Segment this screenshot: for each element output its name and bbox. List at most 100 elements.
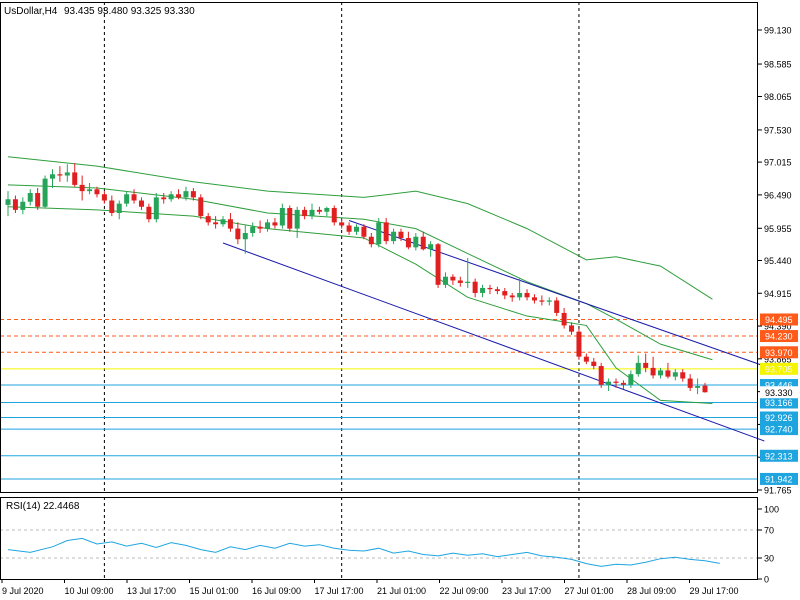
candle[interactable] — [235, 222, 241, 245]
candle[interactable] — [569, 322, 575, 335]
level-price-tag[interactable]: 92.926 — [760, 411, 798, 424]
candle[interactable] — [650, 356, 656, 379]
candle[interactable] — [606, 378, 612, 392]
candle[interactable] — [391, 228, 397, 245]
rsi-plot-area[interactable] — [0, 497, 758, 579]
candle[interactable] — [554, 297, 560, 317]
candle[interactable] — [398, 228, 404, 242]
level-price-tag[interactable]: 92.313 — [760, 449, 798, 462]
candle[interactable] — [465, 257, 471, 288]
candle[interactable] — [368, 232, 374, 248]
candle[interactable] — [531, 294, 537, 304]
level-price-tag[interactable]: 93.705 — [760, 362, 798, 375]
candle[interactable] — [64, 164, 70, 182]
candle[interactable] — [331, 205, 337, 226]
candle[interactable] — [361, 224, 367, 240]
candle[interactable] — [87, 183, 93, 195]
candle[interactable] — [94, 186, 100, 198]
channel-lower-line[interactable] — [222, 242, 765, 442]
candle[interactable] — [101, 191, 107, 204]
candle[interactable] — [220, 216, 226, 227]
candle[interactable] — [131, 189, 137, 204]
candle[interactable] — [198, 194, 204, 220]
level-price-tag[interactable]: 92.740 — [760, 423, 798, 436]
candle[interactable] — [12, 195, 18, 214]
candle[interactable] — [376, 217, 382, 248]
candle[interactable] — [450, 274, 456, 285]
candle[interactable] — [72, 163, 78, 187]
candle[interactable] — [413, 232, 419, 251]
candle[interactable] — [502, 287, 508, 300]
level-price-tag[interactable]: 93.970 — [760, 346, 798, 359]
candle[interactable] — [420, 231, 426, 251]
candle[interactable] — [672, 369, 678, 381]
candle[interactable] — [658, 367, 664, 379]
candle[interactable] — [205, 213, 211, 226]
candle[interactable] — [643, 353, 649, 373]
candle[interactable] — [27, 189, 33, 206]
level-price-tag[interactable]: 94.495 — [760, 313, 798, 326]
candle[interactable] — [324, 206, 330, 217]
candle[interactable] — [49, 169, 55, 189]
candle[interactable] — [5, 191, 11, 217]
candle[interactable] — [279, 203, 285, 229]
candle[interactable] — [339, 219, 345, 229]
candle[interactable] — [153, 193, 159, 223]
candle[interactable] — [346, 222, 352, 235]
candle[interactable] — [109, 195, 115, 217]
candle[interactable] — [42, 175, 48, 209]
level-price-tag[interactable]: 93.166 — [760, 396, 798, 409]
candle[interactable] — [442, 272, 448, 288]
level-price-tag[interactable]: 91.942 — [760, 472, 798, 485]
candle[interactable] — [354, 224, 359, 235]
candle[interactable] — [457, 276, 463, 287]
candle[interactable] — [161, 193, 167, 204]
candle[interactable] — [628, 370, 634, 388]
candle[interactable] — [620, 380, 626, 390]
level-price-tag[interactable]: 94.230 — [760, 330, 798, 343]
candle[interactable] — [591, 357, 597, 370]
candle[interactable] — [124, 191, 130, 207]
rsi-line[interactable] — [7, 537, 720, 567]
candle[interactable] — [428, 241, 434, 257]
candle[interactable] — [509, 292, 515, 302]
candle[interactable] — [176, 189, 182, 200]
candle[interactable] — [695, 378, 701, 395]
candle[interactable] — [168, 191, 174, 202]
candle[interactable] — [561, 307, 567, 329]
candle[interactable] — [227, 213, 233, 232]
main-plot-area[interactable] — [0, 2, 765, 492]
candle[interactable] — [287, 205, 293, 232]
candle[interactable] — [472, 278, 478, 298]
candle[interactable] — [665, 362, 671, 379]
candle[interactable] — [190, 188, 196, 201]
candle[interactable] — [494, 286, 500, 295]
candle[interactable] — [309, 203, 315, 220]
candle[interactable] — [35, 188, 41, 210]
candle[interactable] — [613, 378, 619, 388]
candle[interactable] — [57, 166, 63, 182]
candle[interactable] — [250, 222, 256, 237]
candle[interactable] — [583, 353, 589, 365]
candle[interactable] — [257, 220, 263, 233]
candle[interactable] — [242, 225, 248, 254]
candle[interactable] — [383, 217, 389, 245]
candle[interactable] — [79, 175, 85, 201]
candle[interactable] — [405, 231, 411, 250]
candle[interactable] — [272, 217, 278, 229]
candle[interactable] — [480, 284, 486, 298]
candle[interactable] — [20, 197, 26, 215]
candle[interactable] — [687, 374, 693, 392]
candle[interactable] — [576, 328, 582, 360]
candle[interactable] — [265, 219, 271, 232]
candle[interactable] — [546, 297, 552, 306]
candle[interactable] — [213, 216, 219, 229]
candle[interactable] — [294, 206, 300, 238]
candle[interactable] — [116, 200, 122, 220]
candle[interactable] — [435, 242, 441, 288]
candle[interactable] — [183, 186, 189, 201]
candle[interactable] — [316, 206, 322, 215]
candle[interactable] — [598, 362, 604, 388]
candle[interactable] — [302, 206, 308, 220]
